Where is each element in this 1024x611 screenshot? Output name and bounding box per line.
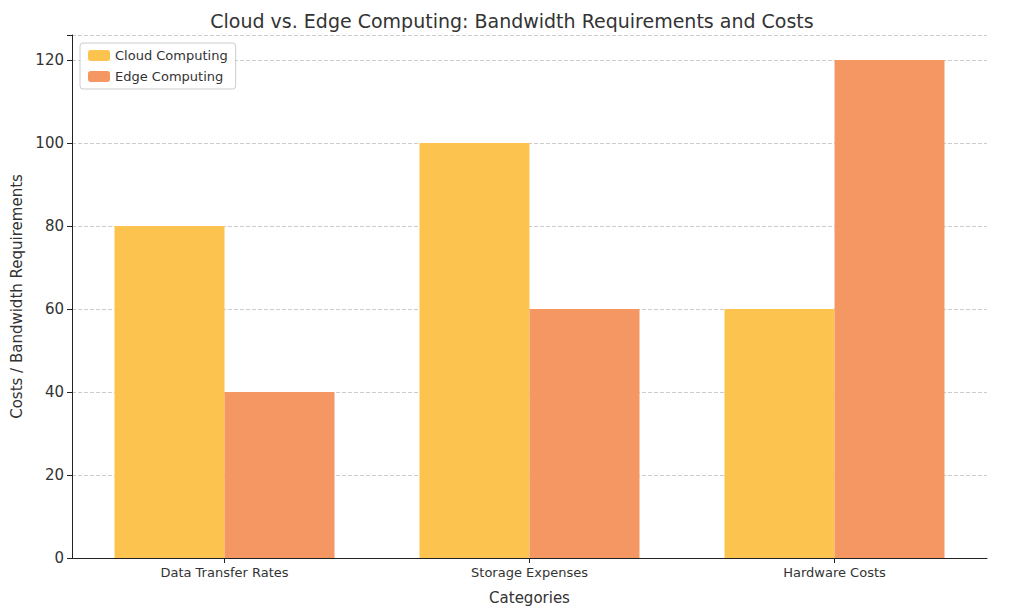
svg-text:Cloud vs. Edge Computing: Band: Cloud vs. Edge Computing: Bandwidth Requ… — [210, 10, 813, 32]
svg-text:Costs / Bandwidth Requirements: Costs / Bandwidth Requirements — [8, 174, 26, 419]
svg-text:60: 60 — [45, 300, 64, 318]
svg-text:20: 20 — [45, 466, 64, 484]
svg-text:Categories: Categories — [489, 589, 570, 607]
svg-text:120: 120 — [35, 51, 64, 69]
svg-text:Storage Expenses: Storage Expenses — [471, 565, 588, 580]
svg-text:0: 0 — [54, 549, 64, 567]
svg-text:80: 80 — [45, 217, 64, 235]
svg-text:Hardware Costs: Hardware Costs — [783, 565, 886, 580]
svg-text:Cloud Computing: Cloud Computing — [115, 48, 228, 63]
svg-text:Edge Computing: Edge Computing — [115, 69, 223, 84]
svg-text:Data Transfer Rates: Data Transfer Rates — [160, 565, 288, 580]
svg-text:40: 40 — [45, 383, 64, 401]
svg-text:100: 100 — [35, 134, 64, 152]
